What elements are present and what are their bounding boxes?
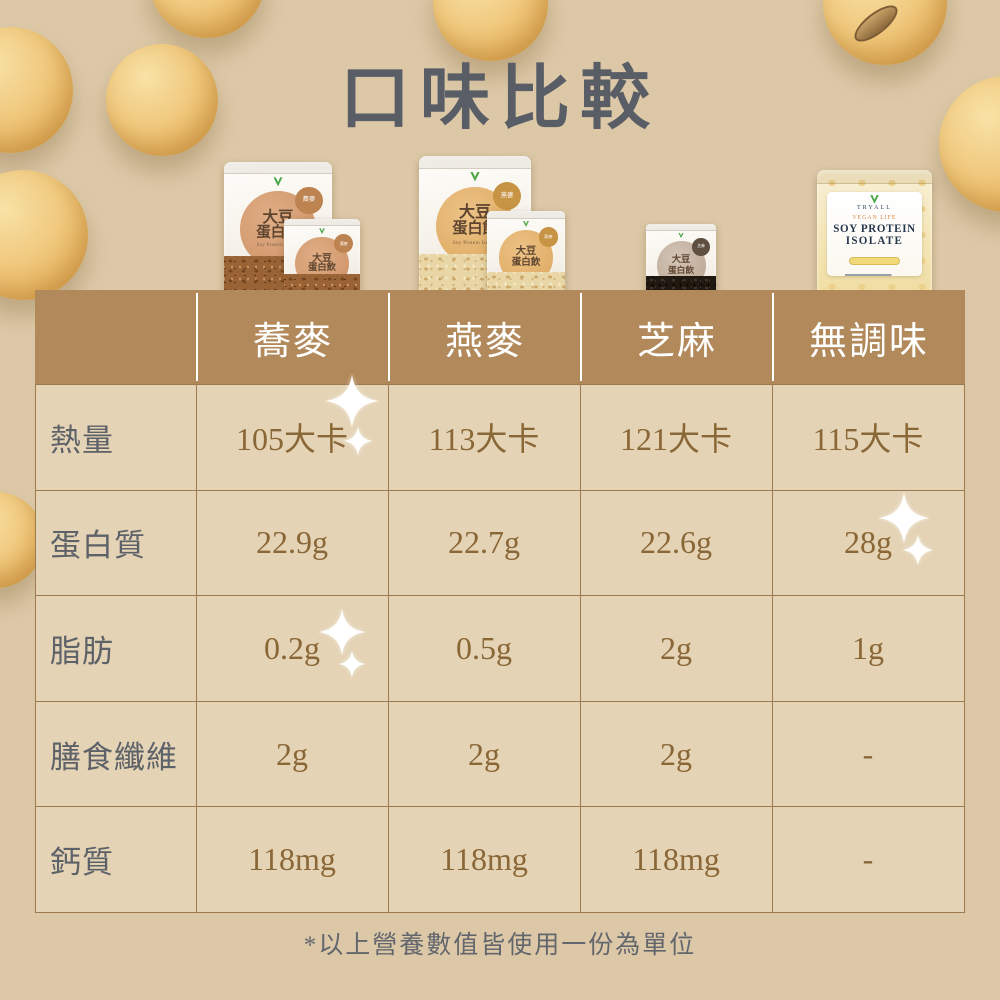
sparkle-icon bbox=[325, 374, 379, 428]
pouch-subtitle: Soy Protein Isolate bbox=[256, 243, 300, 249]
table-cell: 121大卡 bbox=[580, 385, 773, 491]
table-cell: 118mg bbox=[388, 807, 581, 913]
fine-print-lines bbox=[845, 273, 904, 276]
soybean-image bbox=[0, 170, 88, 300]
table-cell: - bbox=[772, 701, 965, 808]
row-label: 脂肪 bbox=[36, 596, 197, 702]
tryall-logo-icon bbox=[678, 232, 684, 239]
table-header-row: 蕎麥 燕麥 芝麻 無調味 bbox=[35, 290, 965, 384]
table-cell: 1g bbox=[772, 596, 965, 702]
tryall-logo-icon bbox=[870, 195, 879, 204]
table-cell: 115大卡 bbox=[772, 385, 965, 491]
table-cell: - bbox=[772, 807, 965, 913]
table-row-fat: 脂肪 0.2g 0.5g 2g 1g bbox=[36, 596, 965, 702]
brand-name: TRYALL bbox=[857, 204, 892, 211]
table-cell: 22.9g bbox=[196, 490, 389, 597]
pouch-title-line1: 大豆 bbox=[312, 252, 332, 264]
sparkle-icon bbox=[338, 650, 366, 678]
sparkle-icon bbox=[343, 426, 373, 456]
column-header-oat: 燕麥 bbox=[388, 290, 581, 384]
table-cell: 105大卡 bbox=[196, 385, 389, 491]
row-label: 熱量 bbox=[36, 385, 197, 491]
pouch-seal bbox=[487, 211, 565, 219]
sparkle-icon bbox=[878, 492, 930, 544]
page-title: 口味比較 bbox=[340, 61, 660, 138]
column-header-unflavored: 無調味 bbox=[772, 290, 965, 384]
pouch-title-line1: 大豆 bbox=[671, 255, 691, 266]
pouch-subtitle: Soy Protein Isolate bbox=[452, 240, 498, 247]
sparkle-icon bbox=[318, 608, 366, 656]
flavor-badge: 燕麥 bbox=[493, 181, 522, 211]
pouch-seal bbox=[419, 156, 531, 169]
pouch-front-label: TRYALL VEGAN LIFE SOY PROTEIN ISOLATE bbox=[827, 192, 922, 277]
tryall-logo-icon bbox=[470, 172, 480, 182]
soybean-image bbox=[149, 0, 265, 38]
table-cell: 0.5g bbox=[388, 596, 581, 702]
product-pouch-unflavored: TRYALL VEGAN LIFE SOY PROTEIN ISOLATE bbox=[817, 170, 932, 301]
column-header-sesame: 芝麻 bbox=[580, 290, 773, 384]
pouch-title-line1: 大豆 bbox=[458, 204, 492, 222]
product-name-line2: ISOLATE bbox=[845, 234, 904, 247]
header-corner-cell bbox=[35, 290, 197, 384]
table-cell: 2g bbox=[580, 596, 773, 702]
table-cell: 2g bbox=[196, 701, 389, 808]
pouch-title-line1: 大豆 bbox=[515, 246, 537, 258]
table-cell: 28g bbox=[772, 490, 965, 597]
pouch-title-line2: 蛋白飲 bbox=[452, 221, 498, 238]
flavor-badge: 蕎麥 bbox=[334, 234, 354, 254]
yellow-banner bbox=[848, 256, 901, 266]
row-label: 鈣質 bbox=[36, 807, 197, 913]
soybean-image bbox=[106, 44, 218, 156]
tryall-logo-icon bbox=[319, 228, 325, 234]
pouch-title-line2: 蛋白飲 bbox=[308, 263, 336, 274]
sparkle-icon bbox=[902, 534, 934, 566]
table-cell: 22.6g bbox=[580, 490, 773, 597]
table-cell: 113大卡 bbox=[388, 385, 581, 491]
row-label: 膳食纖維 bbox=[36, 701, 197, 808]
serving-size-footnote: *以上營養數值皆使用一份為單位 bbox=[303, 932, 697, 959]
flavor-badge: 蕎麥 bbox=[295, 186, 323, 215]
pouch-seal bbox=[224, 162, 332, 175]
table-row-protein: 蛋白質 22.9g 22.7g 22.6g 28g bbox=[36, 490, 965, 597]
table-cell: 2g bbox=[388, 701, 581, 808]
tryall-logo-icon bbox=[523, 220, 529, 227]
flavor-badge: 燕麥 bbox=[538, 226, 559, 247]
pouch-seal bbox=[646, 224, 716, 231]
pouch-seal bbox=[817, 170, 932, 185]
nutrition-comparison-table: 蕎麥 燕麥 芝麻 無調味 熱量 105大卡 113大卡 121大卡 115大卡 … bbox=[35, 290, 965, 913]
flavor-badge: 芝麻 bbox=[692, 238, 710, 256]
pouch-title-line2: 蛋白飲 bbox=[511, 256, 541, 268]
tryall-logo-icon bbox=[273, 177, 283, 187]
column-header-buckwheat: 蕎麥 bbox=[196, 290, 389, 384]
table-row-fiber: 膳食纖維 2g 2g 2g - bbox=[36, 701, 965, 808]
table-cell: 118mg bbox=[580, 807, 773, 913]
pouch-seal bbox=[284, 219, 360, 227]
product-pouch-buckwheat-small: 蕎麥 大豆 蛋白飲 70% bbox=[284, 219, 360, 300]
product-tagline: VEGAN LIFE bbox=[852, 214, 897, 221]
soybean-hilum bbox=[849, 0, 904, 48]
table-row-calcium: 鈣質 118mg 118mg 118mg - bbox=[36, 807, 965, 913]
product-pouch-oat-small: 燕麥 大豆 蛋白飲 70% bbox=[487, 211, 565, 300]
table-cell: 22.7g bbox=[388, 490, 581, 597]
table-row-calories: 熱量 105大卡 113大卡 121大卡 115大卡 bbox=[36, 385, 965, 491]
row-label: 蛋白質 bbox=[36, 490, 197, 597]
pouch-title-line2: 蛋白飲 bbox=[667, 265, 695, 276]
table-body: 熱量 105大卡 113大卡 121大卡 115大卡 蛋白質 22.9g 22.… bbox=[35, 384, 965, 913]
table-cell: 0.2g bbox=[196, 596, 389, 702]
product-name-line1: SOY PROTEIN bbox=[833, 222, 916, 235]
table-cell: 118mg bbox=[196, 807, 389, 913]
table-cell: 2g bbox=[580, 701, 773, 808]
